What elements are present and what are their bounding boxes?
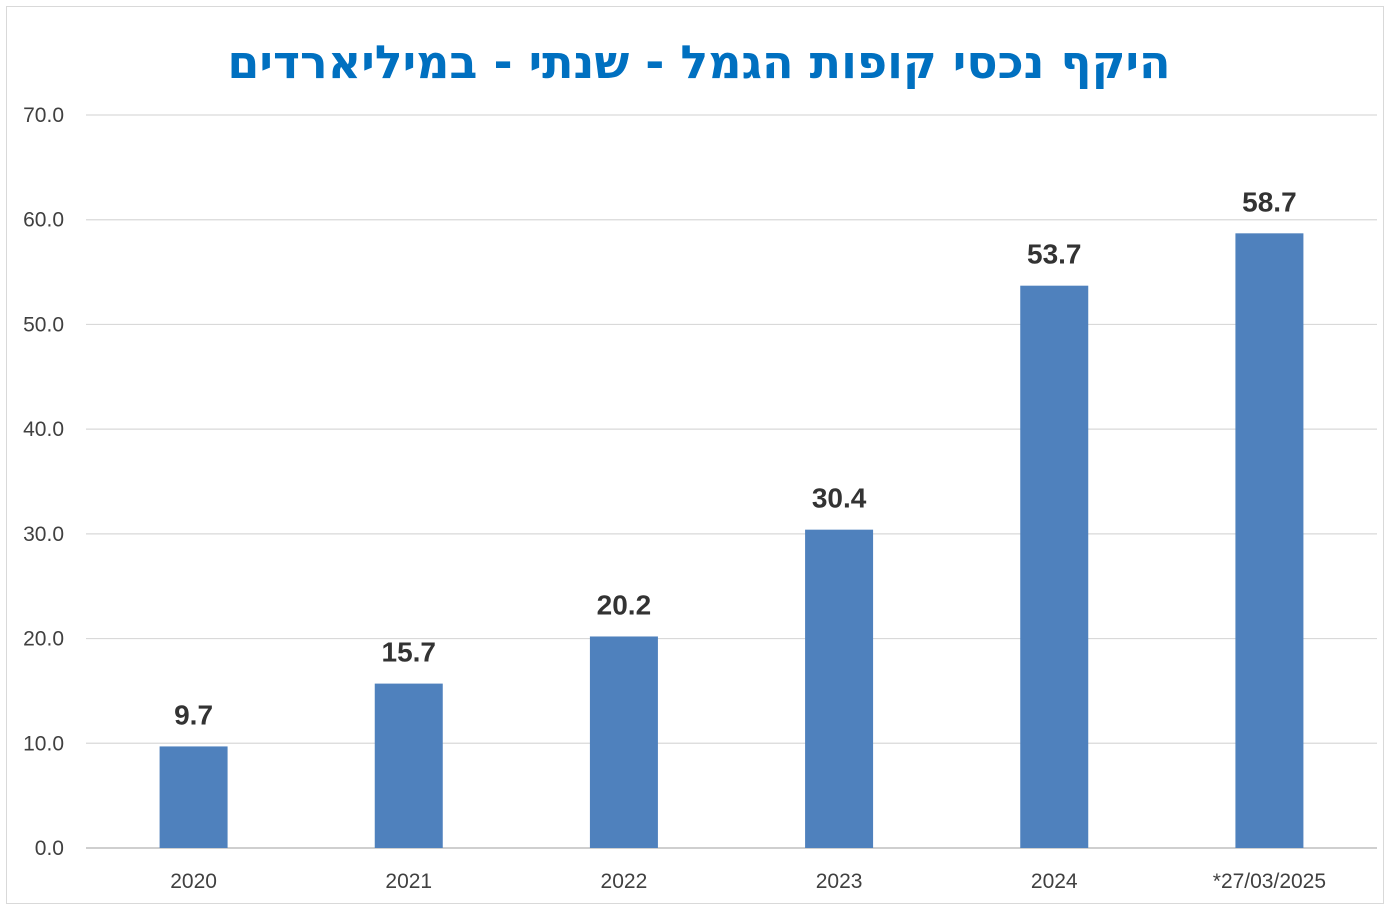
bar bbox=[589, 636, 658, 848]
gridlines bbox=[86, 114, 1377, 849]
x-tick-label: 2023 bbox=[816, 870, 863, 893]
bar bbox=[374, 683, 443, 848]
data-label: 15.7 bbox=[382, 637, 437, 668]
y-tick-label: 60.0 bbox=[23, 209, 64, 232]
data-label: 9.7 bbox=[174, 699, 213, 730]
y-tick-label: 30.0 bbox=[23, 523, 64, 546]
y-axis-ticks: 0.0 10.0 20.0 30.0 40.0 50.0 60.0 70.0 bbox=[23, 104, 64, 860]
x-tick-label: 2024 bbox=[1031, 870, 1078, 893]
data-label: 30.4 bbox=[812, 483, 867, 514]
y-tick-label: 50.0 bbox=[23, 313, 64, 336]
y-tick-label: 10.0 bbox=[23, 732, 64, 755]
x-tick-label: 2020 bbox=[170, 870, 217, 893]
y-tick-label: 0.0 bbox=[35, 837, 64, 860]
x-axis-ticks: 2020 2021 2022 2023 2024 *27/03/2025 bbox=[170, 870, 1326, 893]
data-label: 53.7 bbox=[1027, 239, 1082, 270]
bar bbox=[159, 746, 228, 848]
x-tick-label: 2021 bbox=[385, 870, 432, 893]
chart-frame bbox=[6, 6, 1384, 904]
x-tick-label: 2022 bbox=[601, 870, 648, 893]
y-tick-label: 20.0 bbox=[23, 628, 64, 651]
data-labels: 9.7 15.7 20.2 30.4 53.7 58.7 bbox=[174, 186, 1297, 730]
data-label: 58.7 bbox=[1242, 186, 1297, 217]
bar bbox=[1235, 233, 1304, 848]
y-tick-label: 70.0 bbox=[23, 104, 64, 127]
bars bbox=[159, 233, 1304, 848]
chart-title: היקף נכסי קופות הגמל - שנתי - במיליארדים bbox=[227, 35, 1171, 89]
x-tick-label: *27/03/2025 bbox=[1213, 870, 1326, 893]
bar bbox=[1020, 285, 1089, 848]
bar bbox=[805, 529, 874, 848]
data-label: 20.2 bbox=[597, 589, 652, 620]
y-tick-label: 40.0 bbox=[23, 418, 64, 441]
